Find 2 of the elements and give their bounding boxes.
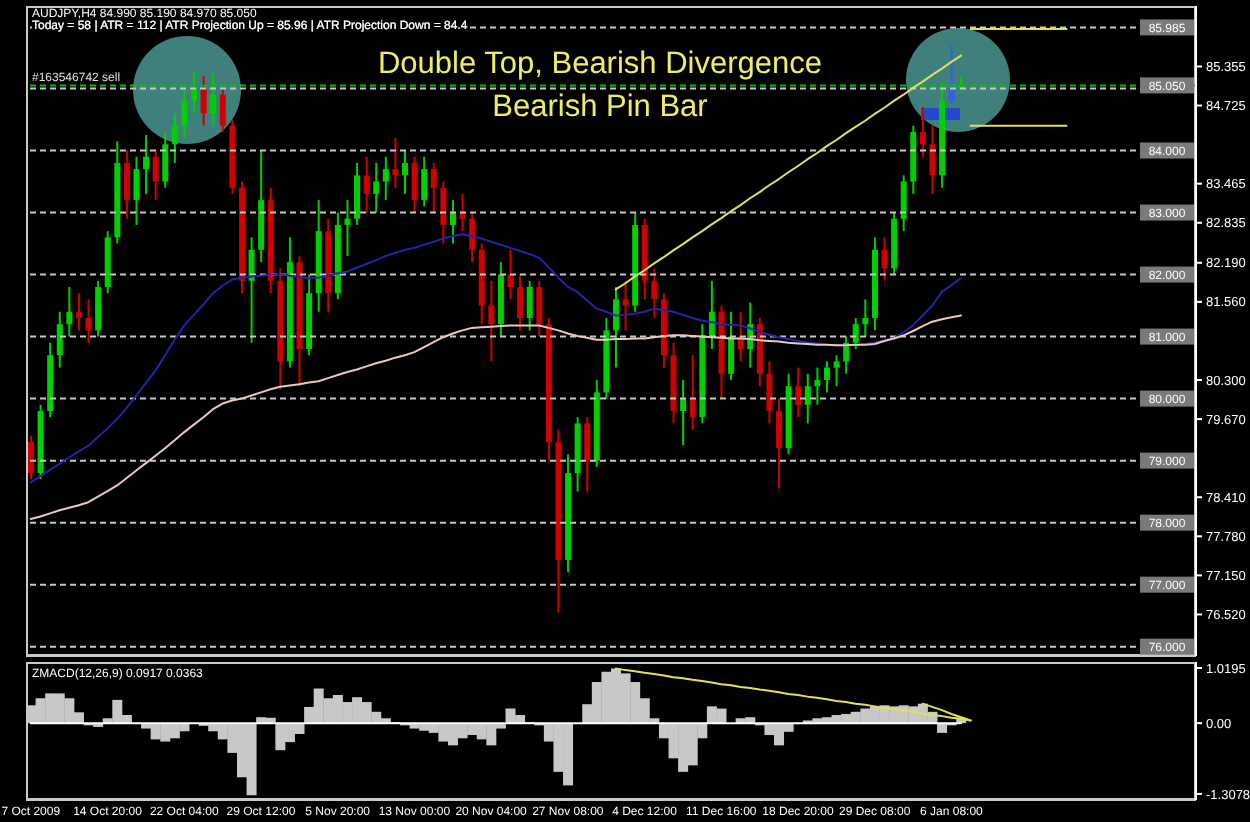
annotation: Double Top, Bearish Divergence: [377, 47, 823, 81]
annotation: Bearish Pin Bar: [492, 90, 708, 124]
